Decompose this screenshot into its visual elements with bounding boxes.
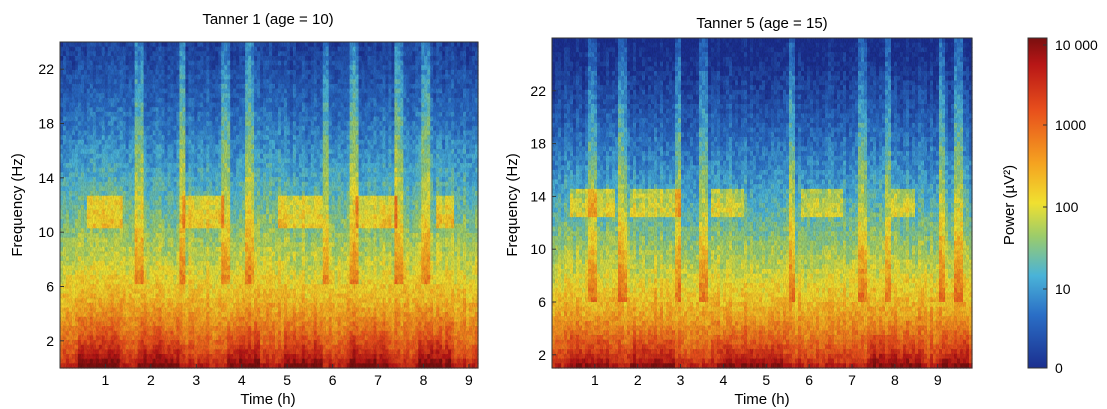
panel-1-title: Tanner 1 (age = 10) (202, 11, 333, 28)
panel-1-plot-area (60, 42, 479, 369)
